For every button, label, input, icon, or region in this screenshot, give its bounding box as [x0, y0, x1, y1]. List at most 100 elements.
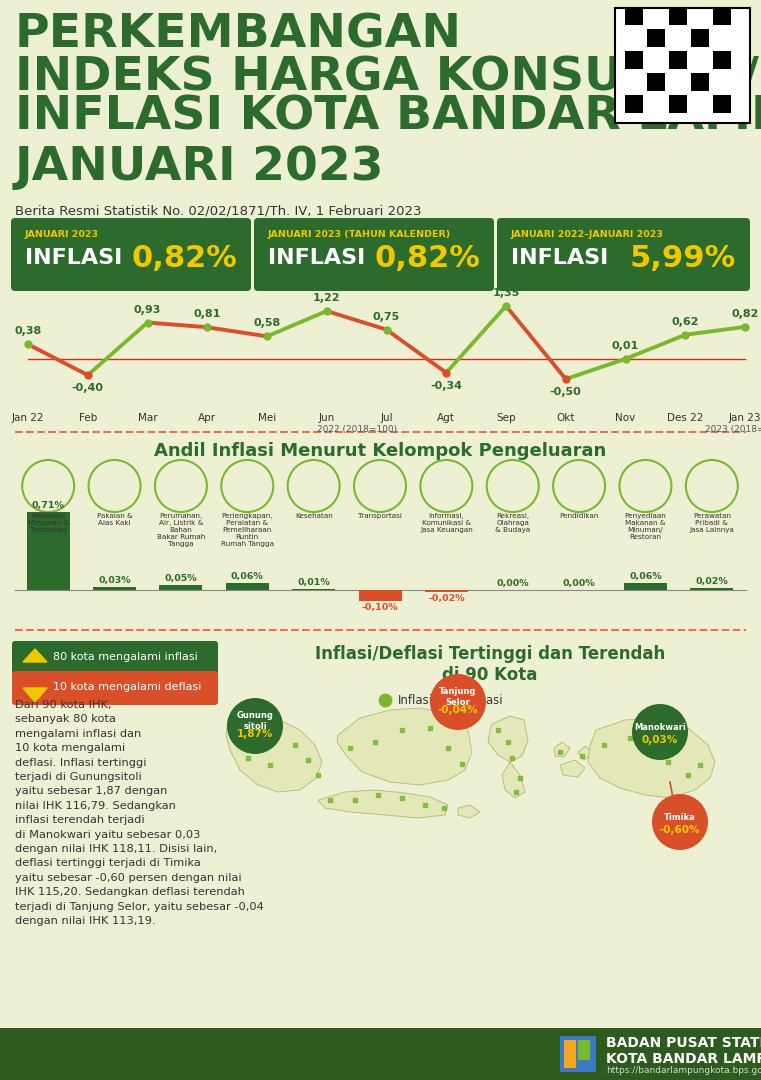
- Text: 0,02%: 0,02%: [696, 577, 728, 585]
- Text: 0,06%: 0,06%: [231, 572, 263, 581]
- Text: Rekreasi,
Olahraga
& Budaya: Rekreasi, Olahraga & Budaya: [495, 513, 530, 534]
- Bar: [0, 1028, 761, 1080]
- Bar: [690, 588, 734, 590]
- Text: KOTA BANDAR LAMPUNG: KOTA BANDAR LAMPUNG: [606, 1052, 761, 1066]
- Text: -0,50: -0,50: [550, 387, 581, 397]
- Text: Makanan,
Minuman &
Tembakau: Makanan, Minuman & Tembakau: [27, 513, 68, 534]
- FancyBboxPatch shape: [12, 642, 218, 675]
- Text: 0,38: 0,38: [14, 326, 42, 336]
- Bar: [615, 8, 750, 123]
- Text: PERKEMBANGAN: PERKEMBANGAN: [15, 12, 462, 57]
- Circle shape: [430, 674, 486, 730]
- Text: INDEKS HARGA KONSUMEN/: INDEKS HARGA KONSUMEN/: [15, 55, 759, 100]
- Text: BADAN PUSAT STATISTIK: BADAN PUSAT STATISTIK: [606, 1036, 761, 1050]
- Text: Perlengkapan,
Peralatan &
Pemeliharaan
Runtin
Rumah Tangga: Perlengkapan, Peralatan & Pemeliharaan R…: [221, 513, 274, 546]
- Text: https://bandarlampungkota.bps.go.id: https://bandarlampungkota.bps.go.id: [606, 1066, 761, 1075]
- Text: 0,03%: 0,03%: [642, 735, 678, 745]
- Bar: [691, 29, 709, 48]
- Text: 0,82: 0,82: [731, 309, 759, 319]
- Circle shape: [227, 698, 283, 754]
- Bar: [647, 73, 665, 91]
- Bar: [625, 51, 643, 69]
- Text: Mar: Mar: [138, 413, 158, 423]
- Text: INFLASI KOTA BANDAR LAMPUNG: INFLASI KOTA BANDAR LAMPUNG: [15, 95, 761, 140]
- Bar: [159, 584, 202, 590]
- Text: -0,04%: -0,04%: [438, 705, 479, 715]
- Polygon shape: [23, 649, 47, 662]
- Text: Deflasi: Deflasi: [463, 693, 504, 706]
- Polygon shape: [226, 708, 322, 792]
- Bar: [564, 1040, 576, 1068]
- Text: INFLASI: INFLASI: [511, 248, 608, 268]
- Bar: [358, 590, 402, 600]
- Text: Pakaian &
Alas Kaki: Pakaian & Alas Kaki: [97, 513, 132, 526]
- Bar: [713, 6, 731, 25]
- Text: 0,82%: 0,82%: [374, 244, 480, 273]
- Text: Apr: Apr: [198, 413, 216, 423]
- Text: 5,99%: 5,99%: [630, 244, 736, 273]
- Bar: [226, 583, 269, 590]
- Text: Agt: Agt: [438, 413, 455, 423]
- Polygon shape: [458, 805, 480, 818]
- Text: 2022 (2018=100): 2022 (2018=100): [317, 426, 396, 434]
- Text: Dari 90 kota IHK,
sebanyak 80 kota
mengalami inflasi dan
10 kota mengalami
defla: Dari 90 kota IHK, sebanyak 80 kota menga…: [15, 700, 264, 926]
- Bar: [669, 6, 687, 25]
- Bar: [691, 73, 709, 91]
- Text: Inflasi: Inflasi: [398, 693, 433, 706]
- FancyBboxPatch shape: [497, 218, 750, 291]
- Text: Transportasi: Transportasi: [358, 513, 402, 519]
- Text: Jan 23: Jan 23: [729, 413, 761, 423]
- Text: -0,02%: -0,02%: [428, 594, 465, 604]
- FancyBboxPatch shape: [12, 671, 218, 705]
- Text: INFLASI: INFLASI: [25, 248, 123, 268]
- Text: 80 kota mengalami inflasi: 80 kota mengalami inflasi: [53, 652, 198, 662]
- Text: JANUARI 2023 (TAHUN KALENDER): JANUARI 2023 (TAHUN KALENDER): [268, 230, 451, 239]
- Text: Jun: Jun: [319, 413, 335, 423]
- Text: INFLASI: INFLASI: [268, 248, 365, 268]
- Polygon shape: [23, 688, 47, 702]
- Text: -0,34: -0,34: [430, 381, 462, 391]
- Text: -0,10%: -0,10%: [361, 603, 398, 612]
- Polygon shape: [560, 760, 585, 777]
- Text: Jan 22: Jan 22: [11, 413, 44, 423]
- Text: Penyediaan
Makanan &
Minuman/
Restoran: Penyediaan Makanan & Minuman/ Restoran: [625, 513, 667, 540]
- Text: 0,01: 0,01: [612, 341, 639, 351]
- Text: 0,05%: 0,05%: [164, 573, 197, 582]
- FancyBboxPatch shape: [254, 218, 494, 291]
- Text: 0,00%: 0,00%: [496, 579, 529, 588]
- Bar: [27, 512, 70, 590]
- Bar: [292, 589, 335, 590]
- Text: Perumahan,
Air, Listrik &
Bahan
Bakar Rumah
Tangga: Perumahan, Air, Listrik & Bahan Bakar Ru…: [157, 513, 205, 546]
- Text: Gunung
sitoli: Gunung sitoli: [237, 712, 273, 731]
- Text: Informasi,
Komunikasi &
Jasa Keuangan: Informasi, Komunikasi & Jasa Keuangan: [420, 513, 473, 534]
- Text: 0,62: 0,62: [671, 316, 699, 327]
- Text: Jul: Jul: [380, 413, 393, 423]
- Polygon shape: [337, 708, 472, 785]
- Text: Inflasi/Deflasi Tertinggi dan Terendah
di 90 Kota: Inflasi/Deflasi Tertinggi dan Terendah d…: [315, 645, 665, 684]
- Text: 0,75: 0,75: [373, 312, 400, 322]
- Text: Nov: Nov: [616, 413, 635, 423]
- Text: Mei: Mei: [258, 413, 276, 423]
- Text: Des 22: Des 22: [667, 413, 703, 423]
- Text: Berita Resmi Statistik No. 02/02/1871/Th. IV, 1 Februari 2023: Berita Resmi Statistik No. 02/02/1871/Th…: [15, 205, 422, 218]
- Bar: [425, 590, 468, 592]
- Bar: [625, 95, 643, 113]
- Bar: [647, 29, 665, 48]
- Text: Feb: Feb: [78, 413, 97, 423]
- Bar: [669, 51, 687, 69]
- Text: JANUARI 2023: JANUARI 2023: [15, 145, 384, 190]
- Bar: [93, 586, 136, 590]
- Bar: [713, 51, 731, 69]
- Text: JANUARI 2022–JANUARI 2023: JANUARI 2022–JANUARI 2023: [511, 230, 664, 239]
- Circle shape: [652, 794, 708, 850]
- Text: Pendidikan: Pendidikan: [559, 513, 599, 519]
- Text: Timika: Timika: [664, 812, 696, 822]
- Text: 0,01%: 0,01%: [298, 578, 330, 586]
- Text: -0,60%: -0,60%: [660, 825, 700, 835]
- Text: 0,00%: 0,00%: [563, 579, 595, 588]
- Bar: [578, 1040, 590, 1059]
- Text: Perawatan
Pribadi &
Jasa Lainnya: Perawatan Pribadi & Jasa Lainnya: [689, 513, 734, 534]
- Text: 0,58: 0,58: [253, 319, 281, 328]
- Text: 1,22: 1,22: [313, 293, 340, 303]
- Text: Andil Inflasi Menurut Kelompok Pengeluaran: Andil Inflasi Menurut Kelompok Pengeluar…: [154, 442, 606, 460]
